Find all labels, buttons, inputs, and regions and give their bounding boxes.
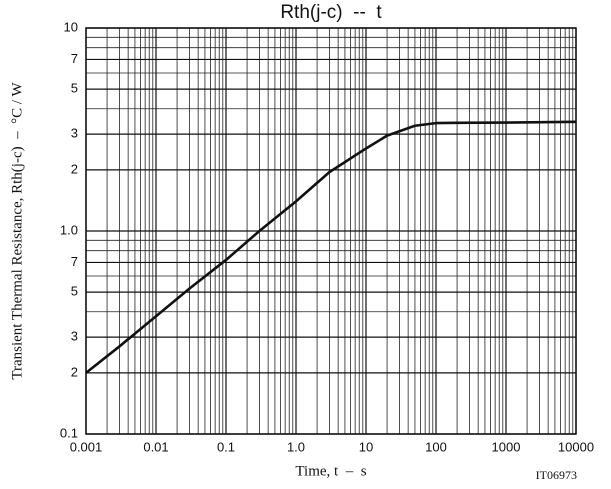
y-tick-label: 5 (71, 284, 78, 299)
y-tick-label: 10 (64, 19, 78, 34)
annotation: IT06973 (536, 468, 577, 482)
y-tick-label: 7 (71, 51, 78, 66)
y-tick-label: 1.0 (60, 222, 78, 237)
y-tick-label: 7 (71, 254, 78, 269)
y-tick-label: 2 (71, 364, 78, 379)
chart-title: Rth(j-c) -- t (280, 2, 382, 23)
y-tick-label: 3 (71, 126, 78, 141)
line-series (85, 120, 577, 374)
y-tick-label: 2 (71, 161, 78, 176)
y-axis-label: Transient Thermal Resistance, Rth(j-c) –… (9, 81, 25, 379)
x-tick-label: 1000 (492, 439, 521, 454)
x-tick-label: 0.1 (217, 439, 235, 454)
y-tick-label: 0.1 (60, 425, 78, 440)
x-tick-label: 0.001 (70, 439, 103, 454)
x-tick-label: 100 (425, 439, 447, 454)
x-tick-label: 10 (359, 439, 373, 454)
grid (85, 27, 577, 435)
x-tick-label: 10000 (558, 439, 594, 454)
y-tick-label: 5 (71, 81, 78, 96)
x-axis-label: Time, t – s (295, 463, 366, 479)
x-tick-label: 0.01 (143, 439, 168, 454)
plot-border (85, 27, 577, 435)
y-tick-label: 3 (71, 329, 78, 344)
x-tick-label: 1.0 (287, 439, 305, 454)
